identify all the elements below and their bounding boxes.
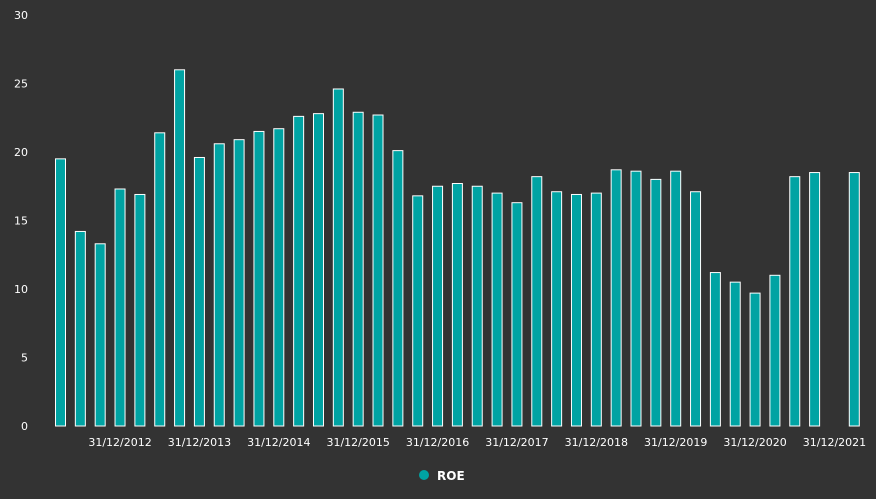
bar-roe[interactable]: [471, 185, 483, 427]
x-axis: 31/12/2012 31/12/2013 31/12/2014 31/12/2015…: [88, 436, 866, 449]
x-tick-label: 31/12/2014: [247, 436, 310, 449]
bar-roe[interactable]: [392, 150, 404, 427]
y-tick-label: 5: [21, 352, 28, 365]
bar-roe[interactable]: [154, 132, 166, 427]
bar-roe[interactable]: [293, 115, 305, 427]
y-tick-label: 25: [14, 78, 28, 91]
bar-roe[interactable]: [233, 139, 245, 427]
x-tick-label: 31/12/2016: [406, 436, 469, 449]
bar-roe[interactable]: [74, 230, 86, 427]
bar-roe[interactable]: [253, 130, 265, 427]
bar-roe[interactable]: [650, 178, 662, 427]
y-tick-label: 20: [14, 146, 28, 159]
x-tick-label: 31/12/2019: [644, 436, 707, 449]
bar-roe[interactable]: [352, 111, 364, 427]
bar-roe[interactable]: [213, 143, 225, 427]
bar-roe[interactable]: [670, 170, 682, 427]
bar-roe[interactable]: [174, 69, 186, 427]
y-axis: 0 5 10 15 20 25 30: [14, 9, 28, 433]
legend[interactable]: ROE: [419, 469, 465, 483]
x-tick-label: 31/12/2021: [803, 436, 866, 449]
y-tick-label: 0: [21, 420, 28, 433]
bar-roe[interactable]: [491, 192, 503, 427]
x-tick-label: 31/12/2013: [168, 436, 231, 449]
bar-roe[interactable]: [630, 170, 642, 427]
bar-roe[interactable]: [134, 193, 146, 427]
bar-roe[interactable]: [432, 185, 444, 427]
bar-roe[interactable]: [332, 88, 344, 427]
bar-roe[interactable]: [690, 191, 702, 427]
x-tick-label: 31/12/2017: [485, 436, 548, 449]
bar-roe[interactable]: [114, 188, 126, 427]
bars: [55, 69, 860, 427]
x-tick-label: 31/12/2018: [565, 436, 628, 449]
bar-roe[interactable]: [511, 202, 523, 427]
bar-roe[interactable]: [372, 114, 384, 427]
bar-roe[interactable]: [273, 128, 285, 427]
bar-roe[interactable]: [729, 281, 741, 427]
bar-roe[interactable]: [570, 193, 582, 427]
bar-roe[interactable]: [94, 243, 106, 427]
bar-roe[interactable]: [590, 192, 602, 427]
bar-roe[interactable]: [769, 274, 781, 427]
bar-roe[interactable]: [312, 113, 324, 427]
bar-roe[interactable]: [451, 183, 463, 427]
x-tick-label: 31/12/2012: [88, 436, 151, 449]
legend-marker-roe: [419, 470, 429, 480]
bar-roe[interactable]: [412, 195, 424, 427]
bar-roe[interactable]: [610, 169, 622, 427]
bar-roe[interactable]: [193, 156, 205, 427]
y-tick-label: 10: [14, 283, 28, 296]
bar-roe[interactable]: [531, 176, 543, 427]
bar-roe[interactable]: [848, 172, 860, 427]
x-tick-label: 31/12/2015: [326, 436, 389, 449]
y-tick-label: 15: [14, 215, 28, 228]
bar-roe[interactable]: [749, 292, 761, 427]
bar-roe[interactable]: [789, 176, 801, 427]
bar-roe[interactable]: [551, 191, 563, 427]
x-tick-label: 31/12/2020: [723, 436, 786, 449]
bar-roe[interactable]: [55, 158, 66, 427]
y-tick-label: 30: [14, 9, 28, 22]
legend-label-roe: ROE: [437, 469, 465, 483]
bar-roe[interactable]: [709, 272, 721, 427]
bar-roe[interactable]: [809, 172, 821, 427]
